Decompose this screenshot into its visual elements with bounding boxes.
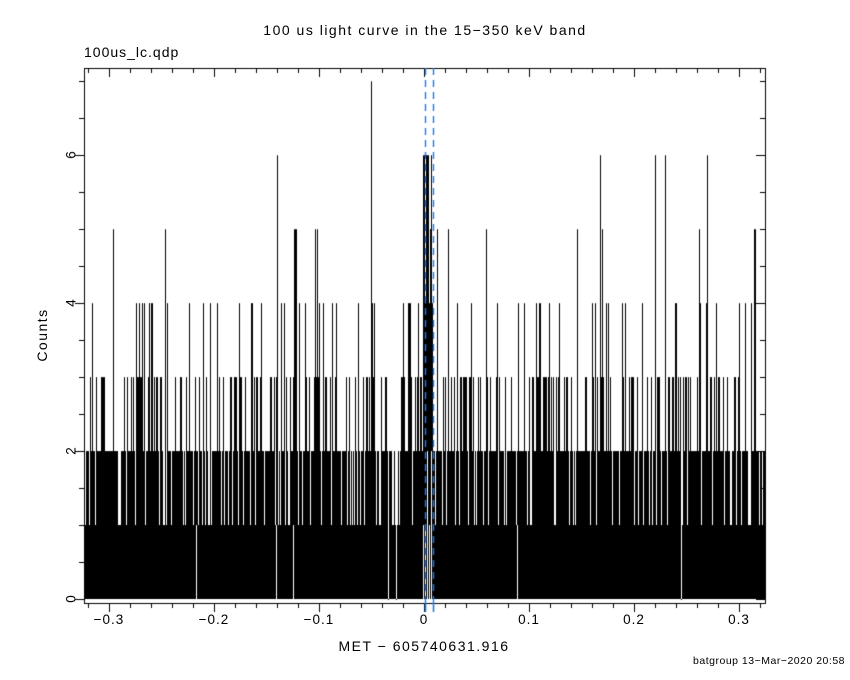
x-axis-label: MET − 605740631.916 [338,638,510,654]
y-tick-label: 2 [63,447,79,455]
x-tick-label: 0 [419,612,429,627]
filename-label: 100us_lc.qdp [84,44,180,60]
x-tick-label: 0.3 [728,612,750,627]
x-tick-label: −0.1 [303,612,335,627]
y-tick-label: 0 [63,595,79,603]
y-tick-label: 4 [63,299,79,307]
x-tick-label: 0.2 [623,612,645,627]
y-axis-label: Counts [34,308,50,362]
x-tick-label: −0.3 [93,612,125,627]
credit-stamp: batgroup 13−Mar−2020 20:58 [693,655,845,667]
x-tick-label: 0.1 [518,612,540,627]
plot-title: 100 us light curve in the 15−350 keV ban… [263,22,587,38]
y-tick-label: 6 [63,151,79,160]
x-tick-label: −0.2 [198,612,230,627]
